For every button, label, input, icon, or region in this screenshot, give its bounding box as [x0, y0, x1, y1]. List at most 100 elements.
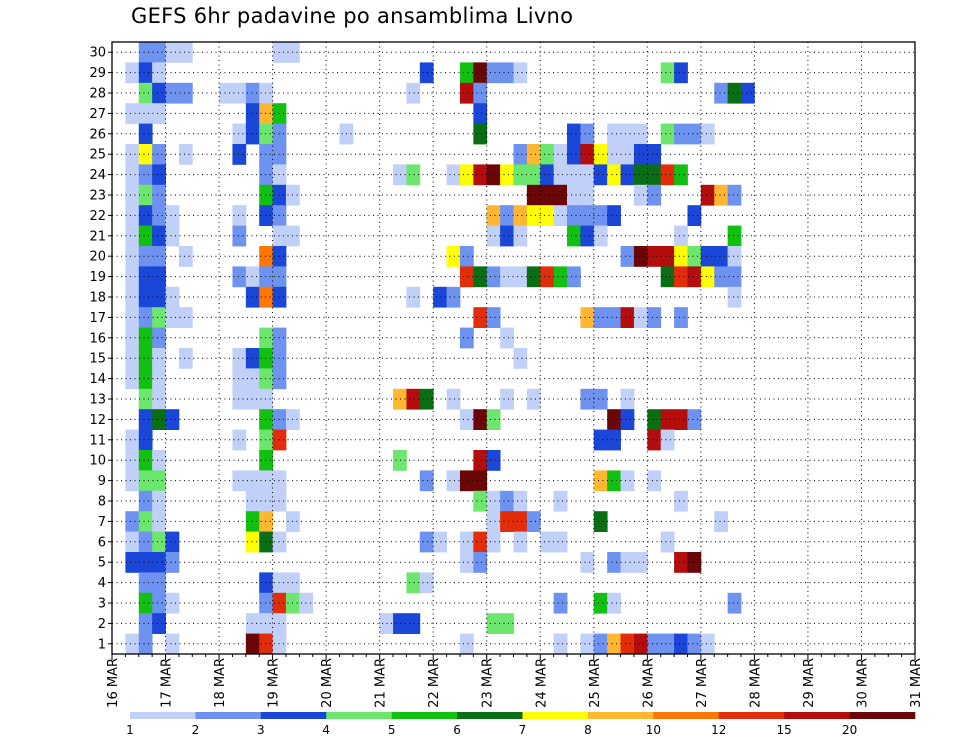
heatmap-cell	[459, 82, 474, 104]
heatmap-cell	[513, 348, 528, 369]
heatmap-cell	[259, 572, 273, 594]
x-tick-label: 20 MAR	[320, 658, 335, 708]
heatmap-cell	[245, 266, 260, 288]
heatmap-cell	[419, 531, 434, 553]
heatmap-cell	[138, 184, 153, 206]
heatmap-cell	[553, 531, 568, 553]
heatmap-cell	[674, 409, 688, 430]
x-axis: 16 MAR 17 MAR 18 MAR 19 MAR 20 MAR 21 MAR 22 M…	[106, 654, 924, 708]
heatmap-cell	[700, 266, 715, 288]
heatmap-cell	[459, 164, 474, 186]
heatmap-cell	[152, 613, 166, 634]
heatmap-cell	[526, 164, 541, 186]
heatmap-cell	[647, 164, 662, 186]
heatmap-cell	[259, 246, 273, 267]
heatmap-cell	[419, 388, 434, 410]
heatmap-cell	[165, 42, 180, 63]
heatmap-cell	[500, 613, 514, 634]
heatmap-cell	[138, 42, 153, 63]
y-tick-label: 12	[89, 413, 106, 428]
heatmap-cell	[152, 246, 166, 267]
heatmap-cell	[406, 572, 421, 594]
heatmap-cell	[714, 511, 729, 532]
heatmap-cell	[138, 82, 153, 104]
heatmap-cell	[513, 164, 528, 186]
heatmap-cell	[245, 368, 260, 390]
heatmap-cell	[567, 144, 581, 165]
heatmap-cell	[259, 388, 273, 410]
heatmap-cell	[138, 225, 153, 247]
heatmap-cell	[232, 225, 247, 247]
legend-swatch	[326, 712, 392, 719]
heatmap-cell	[125, 246, 140, 267]
heatmap-cell	[259, 82, 273, 104]
heatmap-cell	[486, 450, 501, 471]
heatmap-cell	[607, 592, 621, 614]
heatmap-cell	[593, 511, 608, 532]
heatmap-cell	[125, 164, 140, 186]
y-tick-label: 1	[98, 637, 106, 652]
y-tick-label: 30	[89, 46, 106, 61]
heatmap-cell	[526, 511, 541, 532]
heatmap-cell	[125, 103, 140, 124]
heatmap-cell	[540, 184, 555, 206]
heatmap-cell	[700, 633, 715, 655]
heatmap-cell	[152, 184, 166, 206]
heatmap-cell	[152, 348, 166, 369]
heatmap-cell	[607, 123, 621, 145]
legend-swatch	[718, 712, 785, 719]
heatmap-cell	[674, 225, 688, 247]
heatmap-cell	[500, 511, 514, 532]
x-tick-label: 28 MAR	[748, 658, 763, 708]
heatmap-cell	[513, 266, 528, 288]
heatmap-cell	[674, 246, 688, 267]
heatmap-cell	[138, 62, 153, 84]
heatmap-cell	[259, 470, 273, 492]
heatmap-cell	[580, 225, 595, 247]
heatmap-cell	[580, 123, 595, 145]
heatmap-cell	[259, 286, 273, 308]
x-tick-label: 16 MAR	[106, 658, 121, 708]
heatmap-cell	[727, 184, 742, 206]
heatmap-cell	[633, 123, 648, 145]
x-tick-label: 23 MAR	[481, 658, 496, 708]
y-tick-label: 18	[89, 291, 106, 306]
heatmap-cell	[486, 62, 501, 84]
heatmap-cell	[714, 246, 729, 267]
heatmap-cell	[607, 470, 621, 492]
heatmap-cell	[741, 82, 755, 104]
legend-label: 8	[584, 723, 592, 737]
x-tick-label: 18 MAR	[213, 658, 228, 708]
heatmap-cell	[245, 490, 260, 512]
y-tick-label: 23	[89, 189, 106, 204]
y-tick-label: 7	[98, 515, 106, 530]
heatmap-cell	[459, 327, 474, 349]
y-tick-label: 9	[98, 474, 106, 489]
heatmap-cell	[473, 531, 488, 553]
heatmap-cell	[446, 164, 461, 186]
heatmap-cell	[567, 225, 581, 247]
heatmap-cell	[165, 633, 180, 655]
heatmap-cell	[660, 409, 675, 430]
heatmap-cell	[633, 552, 648, 573]
legend-label: 15	[777, 723, 792, 737]
heatmap-cell	[138, 368, 153, 390]
heatmap-cell	[125, 184, 140, 206]
heatmap-cell	[513, 62, 528, 84]
heatmap-cell	[259, 123, 273, 145]
heatmap-cell	[259, 613, 273, 634]
heatmap-cell	[486, 266, 501, 288]
heatmap-cell	[553, 592, 568, 614]
heatmap-cell	[553, 164, 568, 186]
heatmap-cell	[620, 123, 635, 145]
grid-lines	[112, 42, 915, 654]
heatmap-cell	[727, 225, 742, 247]
heatmap-cell	[125, 633, 140, 655]
legend-swatch	[391, 712, 458, 719]
x-tick-label: 22 MAR	[427, 658, 442, 708]
heatmap-cell	[567, 266, 581, 288]
heatmap-cell	[486, 531, 501, 553]
heatmap-cell	[674, 266, 688, 288]
heatmap-cell	[259, 103, 273, 124]
heatmap-cell	[138, 144, 153, 165]
